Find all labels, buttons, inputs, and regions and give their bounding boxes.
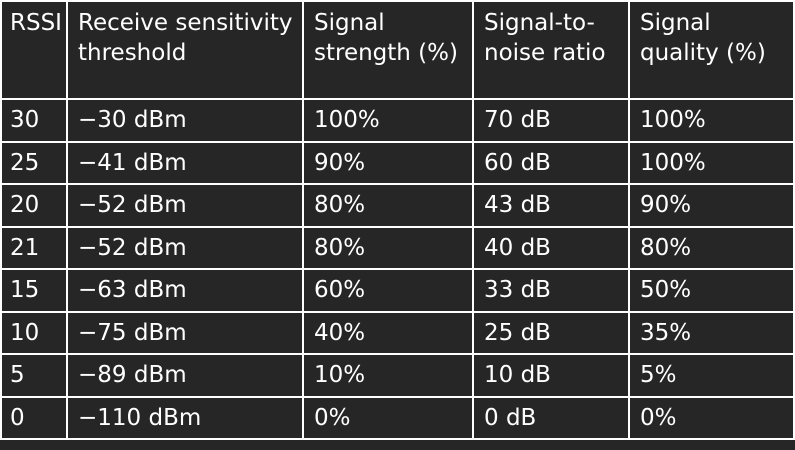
table-row: 5 −89 dBm 10% 10 dB 5% [0,353,795,398]
table-row: 21 −52 dBm 80% 40 dB 80% [0,225,795,270]
snr-cell: 10 dB [472,353,630,398]
table-row: 20 −52 dBm 80% 43 dB 90% [0,183,795,228]
signal-quality-cell: 100% [628,140,795,185]
snr-cell: 40 dB [472,225,630,270]
snr-cell: 25 dB [472,310,630,355]
snr-cell: 70 dB [472,98,630,143]
header-signal-quality: Signal quality (%) [628,0,795,100]
table-row: 0 −110 dBm 0% 0 dB 0% [0,395,795,440]
header-rssi: RSSI [0,0,68,100]
table-row: 10 −75 dBm 40% 25 dB 35% [0,310,795,355]
snr-cell: 60 dB [472,140,630,185]
snr-cell: 33 dB [472,268,630,313]
sensitivity-cell: −63 dBm [66,268,304,313]
rssi-cell: 21 [0,225,68,270]
signal-quality-cell: 90% [628,183,795,228]
header-receive-sensitivity-threshold: Receive sensitivity threshold [66,0,304,100]
signal-strength-cell: 0% [302,395,474,440]
signal-strength-cell: 90% [302,140,474,185]
signal-strength-cell: 80% [302,183,474,228]
signal-quality-cell: 80% [628,225,795,270]
signal-quality-cell: 5% [628,353,795,398]
header-signal-to-noise-ratio: Signal-to-noise ratio [472,0,630,100]
sensitivity-cell: −41 dBm [66,140,304,185]
sensitivity-cell: −30 dBm [66,98,304,143]
signal-quality-cell: 50% [628,268,795,313]
table-row: 30 −30 dBm 100% 70 dB 100% [0,98,795,143]
signal-quality-cell: 0% [628,395,795,440]
table-header-row: RSSI Receive sensitivity threshold Signa… [0,0,795,100]
rssi-cell: 5 [0,353,68,398]
rssi-cell: 15 [0,268,68,313]
signal-strength-cell: 10% [302,353,474,398]
signal-quality-cell: 100% [628,98,795,143]
sensitivity-cell: −110 dBm [66,395,304,440]
snr-cell: 0 dB [472,395,630,440]
header-signal-strength: Signal strength (%) [302,0,474,100]
signal-strength-cell: 80% [302,225,474,270]
sensitivity-cell: −52 dBm [66,183,304,228]
rssi-cell: 20 [0,183,68,228]
signal-strength-cell: 100% [302,98,474,143]
snr-cell: 43 dB [472,183,630,228]
rssi-cell: 0 [0,395,68,440]
table-row: 25 −41 dBm 90% 60 dB 100% [0,140,795,185]
signal-quality-cell: 35% [628,310,795,355]
sensitivity-cell: −75 dBm [66,310,304,355]
sensitivity-cell: −52 dBm [66,225,304,270]
table-body: 30 −30 dBm 100% 70 dB 100% 25 −41 dBm 90% 60 dB 1… [0,98,795,440]
rssi-cell: 25 [0,140,68,185]
rssi-cell: 30 [0,98,68,143]
signal-strength-cell: 60% [302,268,474,313]
table-row: 15 −63 dBm 60% 33 dB 50% [0,268,795,313]
sensitivity-cell: −89 dBm [66,353,304,398]
rssi-table: RSSI Receive sensitivity threshold Signa… [0,0,795,440]
signal-strength-cell: 40% [302,310,474,355]
rssi-cell: 10 [0,310,68,355]
